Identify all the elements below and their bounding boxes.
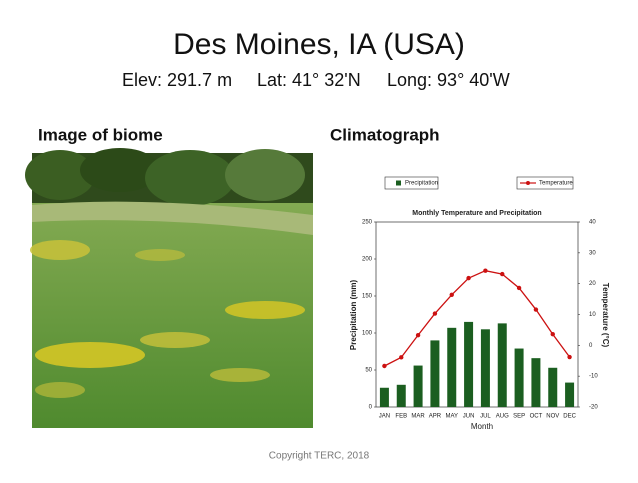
y-tick-label: 100 xyxy=(362,331,373,337)
temperature-point xyxy=(466,275,471,281)
x-axis-label: Month xyxy=(471,422,493,431)
longitude: Long: 93° 40'W xyxy=(387,70,510,90)
elevation: Elev: 291.7 m xyxy=(122,70,232,90)
y2-tick-label: -20 xyxy=(589,405,598,411)
temperature-point xyxy=(567,354,572,360)
biome-photo xyxy=(25,148,313,428)
temperature-point xyxy=(516,285,522,291)
bar xyxy=(464,321,474,407)
y-tick-label: 50 xyxy=(365,368,372,374)
y-tick-label: 0 xyxy=(369,405,373,411)
x-tick-label: OCT xyxy=(530,414,543,420)
bar xyxy=(514,348,524,407)
bar xyxy=(480,329,490,407)
x-tick-label: JAN xyxy=(379,414,390,420)
image-heading: Image of biome xyxy=(38,125,163,144)
x-tick-label: MAR xyxy=(411,414,425,420)
temperature-line xyxy=(384,270,571,367)
legend xyxy=(384,176,574,190)
y2-tick-label: 30 xyxy=(589,250,596,256)
x-tick-label: SEP xyxy=(513,414,525,420)
temperature-point xyxy=(550,332,555,337)
x-tick-label: JUL xyxy=(480,414,491,420)
y-tick-label: 150 xyxy=(362,294,373,300)
plot-frame xyxy=(375,221,579,408)
bar xyxy=(531,358,541,407)
y2-tick-label: 10 xyxy=(589,312,596,318)
x-tick-label: FEB xyxy=(395,414,407,420)
x-tick-label: NOV xyxy=(546,414,559,420)
temperature-point xyxy=(500,271,505,277)
temperature-point xyxy=(533,307,539,312)
y2-axis-label: Temperature (°C) xyxy=(601,283,610,348)
bar xyxy=(413,365,423,407)
y2-tick-label: 0 xyxy=(589,343,593,349)
x-tick-label: JUN xyxy=(463,414,475,420)
temperature-point xyxy=(415,332,421,338)
bar xyxy=(497,323,507,407)
bar xyxy=(379,387,389,407)
bar xyxy=(430,340,440,407)
x-tick-label: DEC xyxy=(563,414,576,420)
x-tick-label: AUG xyxy=(496,414,509,420)
bar xyxy=(396,384,406,407)
x-tick-label: MAY xyxy=(445,414,458,420)
legend-swatch xyxy=(396,180,401,186)
temperature-point xyxy=(382,363,387,369)
x-tick-label: APR xyxy=(429,414,442,420)
bar xyxy=(565,382,575,407)
chart-title: Monthly Temperature and Precipitation xyxy=(412,210,541,217)
bar xyxy=(447,327,457,407)
bar xyxy=(548,367,558,407)
y2-tick-label: 20 xyxy=(589,281,596,287)
legend-label: Temperature xyxy=(539,181,573,187)
y-tick-label: 250 xyxy=(362,220,373,226)
temperature-point xyxy=(483,268,488,273)
y-axis-label: Precipitation (mm) xyxy=(349,280,358,351)
y2-tick-label: -10 xyxy=(589,374,598,380)
y-tick-label: 200 xyxy=(362,257,373,263)
temperature-point xyxy=(432,311,438,316)
latitude: Lat: 41° 32'N xyxy=(257,70,361,90)
title: Des Moines, IA (USA) xyxy=(173,28,465,61)
legend-label: Precipitation xyxy=(405,181,438,187)
y2-tick-label: 40 xyxy=(589,220,596,226)
temperature-point xyxy=(399,355,404,360)
temperature-point xyxy=(449,292,454,297)
legend-marker xyxy=(526,181,530,185)
chart-heading: Climatograph xyxy=(330,125,440,144)
copyright: Copyright TERC, 2018 xyxy=(269,451,370,462)
